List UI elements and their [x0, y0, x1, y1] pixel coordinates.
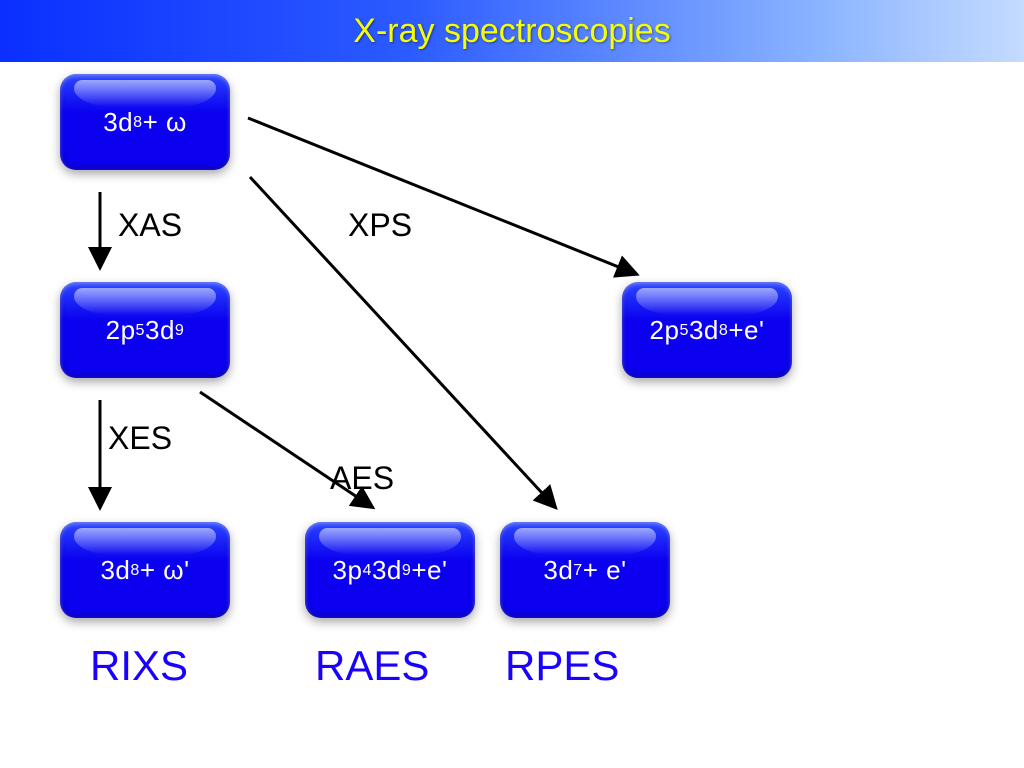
diagram-stage: 3d8 + ω 2p53d9 2p53d8+e' 3d8 + ω' 3p43d9+e' 3…	[0, 62, 1024, 768]
node-n_initial: 3d8 + ω	[60, 74, 230, 170]
edge-label-e_xes: XES	[108, 420, 172, 457]
page-title: X-ray spectroscopies	[353, 12, 670, 51]
edge-label-e_xps: XPS	[348, 207, 412, 244]
node-n_raes: 3p43d9+e'	[305, 522, 475, 618]
node-n_xps: 2p53d8+e'	[622, 282, 792, 378]
node-n_2p53d9: 2p53d9	[60, 282, 230, 378]
result-label-r_raes: RAES	[315, 642, 429, 690]
edge-label-e_xas: XAS	[118, 207, 182, 244]
node-n_rixs: 3d8 + ω'	[60, 522, 230, 618]
result-label-r_rpes: RPES	[505, 642, 619, 690]
node-n_rpes: 3d7 + e'	[500, 522, 670, 618]
edge-label-e_aes: AES	[330, 460, 394, 497]
title-bar: X-ray spectroscopies	[0, 0, 1024, 62]
edge-e_xps	[248, 118, 636, 274]
result-label-r_rixs: RIXS	[90, 642, 188, 690]
